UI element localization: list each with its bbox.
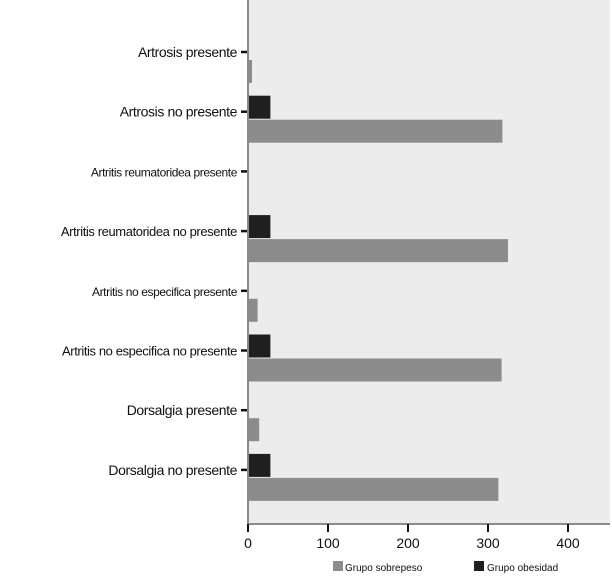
- category-labels-group: Artrosis presente Artrosis no presente Art…: [61, 44, 238, 478]
- legend: Grupo sobrepeso Grupo obesidad: [333, 561, 558, 574]
- category-label-artritis-no-especifica-presente: Artritis no especifica presente: [92, 285, 238, 299]
- category-label-artrosis-presente: Artrosis presente: [138, 44, 238, 60]
- bar-obesidad-artrosis-no-presente: [249, 95, 271, 119]
- x-tick-label-400: 400: [556, 535, 580, 551]
- bar-sobrepeso-artritis-no-especifica-no-presente: [249, 358, 502, 382]
- ticks-group: 0 100 200 300 400: [241, 50, 580, 551]
- category-label-artritis-reumatoridea-presente: Artritis reumatoridea presente: [91, 165, 238, 179]
- category-label-dorsalgia-presente: Dorsalgia presente: [127, 402, 238, 418]
- bar-sobrepeso-dorsalgia-presente: [249, 418, 260, 442]
- legend-label-sobrepeso: Grupo sobrepeso: [345, 563, 423, 574]
- legend-label-obesidad: Grupo obesidad: [487, 563, 558, 574]
- category-label-artritis-reumatoridea-no-presente: Artritis reumatoridea no presente: [61, 224, 237, 239]
- bar-sobrepeso-artrosis-presente: [249, 60, 252, 83]
- category-label-dorsalgia-no-presente: Dorsalgia no presente: [108, 462, 237, 478]
- x-tick-label-200: 200: [396, 535, 420, 551]
- category-label-artrosis-no-presente: Artrosis no presente: [120, 104, 238, 120]
- x-tick-label-100: 100: [316, 535, 340, 551]
- bar-obesidad-dorsalgia-no-presente: [249, 453, 271, 477]
- bar-obesidad-artritis-reumatoridea-no-presente: [249, 215, 271, 239]
- bar-sobrepeso-dorsalgia-no-presente: [249, 477, 499, 501]
- legend-swatch-obesidad: [474, 561, 484, 571]
- category-label-artritis-no-especifica-no-presente: Artritis no especifica no presente: [62, 344, 237, 359]
- bars-group: [249, 60, 508, 501]
- bar-sobrepeso-artritis-no-especifica-presente: [249, 298, 258, 322]
- bar-sobrepeso-artritis-reumatoridea-no-presente: [249, 239, 508, 263]
- axes-group: [247, 0, 610, 526]
- x-tick-label-0: 0: [244, 535, 252, 551]
- bar-sobrepeso-artrosis-no-presente: [249, 119, 503, 143]
- bar-obesidad-artritis-no-especifica-no-presente: [249, 334, 271, 358]
- legend-swatch-sobrepeso: [333, 561, 343, 571]
- x-tick-label-300: 300: [476, 535, 500, 551]
